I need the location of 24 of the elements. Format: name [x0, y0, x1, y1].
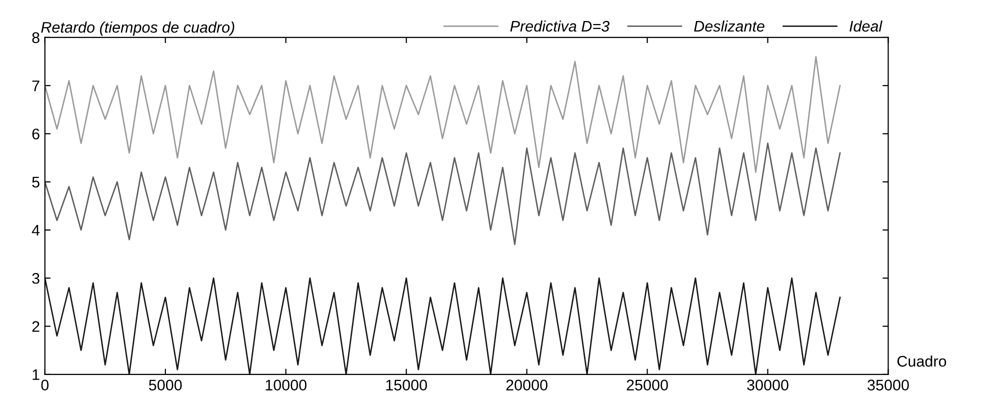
- y-tick-label: 7: [32, 80, 40, 92]
- line-series: [44, 277, 841, 374]
- line-series: [44, 142, 841, 246]
- x-tick-label: 30000: [747, 380, 788, 390]
- x-tick-label: 5000: [149, 380, 182, 390]
- legend-label: Ideal: [850, 20, 882, 32]
- x-tick-label: 0: [41, 380, 49, 390]
- legend-label: Deslizante: [694, 20, 764, 32]
- x-axis-title: Cuadro: [897, 355, 946, 367]
- line-series: [44, 56, 841, 173]
- y-axis-title: Retardo (tiempos de cuadro): [41, 22, 234, 36]
- y-tick-label: 3: [32, 272, 40, 284]
- y-tick-label: 1: [32, 369, 40, 380]
- legend-label: Predictiva D=3: [510, 20, 610, 32]
- x-tick-label: 20000: [506, 380, 548, 390]
- x-tick-label: 15000: [386, 380, 427, 390]
- x-tick-label: 10000: [266, 380, 306, 390]
- y-tick-label: 5: [32, 176, 40, 188]
- x-tick-label: 25000: [626, 380, 668, 390]
- y-tick-label: 4: [32, 225, 40, 236]
- x-tick-label: 35000: [868, 380, 909, 390]
- y-tick-label: 6: [32, 128, 40, 140]
- y-tick-label: 8: [32, 32, 40, 44]
- y-tick-label: 2: [32, 321, 40, 332]
